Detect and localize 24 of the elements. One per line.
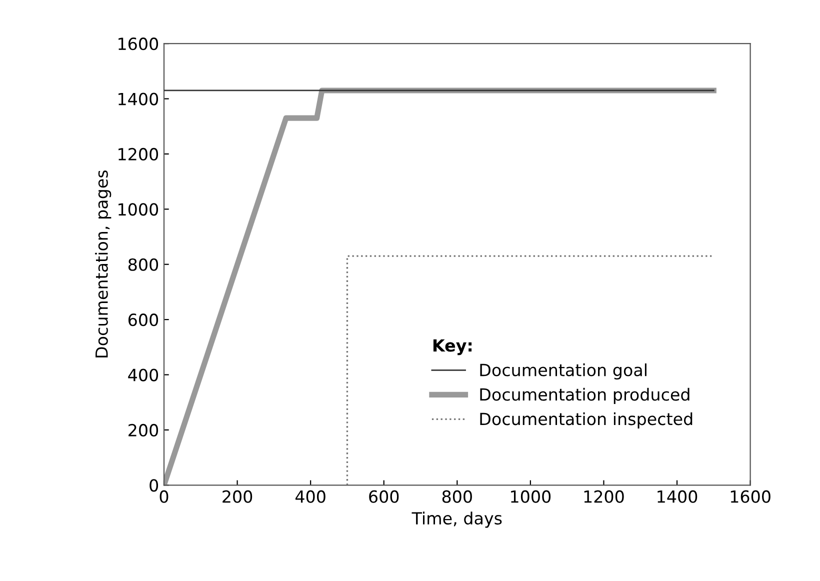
y-axis-title: Documentation, pages (95, 170, 112, 358)
y-tick-label: 600 (128, 314, 158, 326)
y-tick-label: 800 (128, 258, 158, 271)
y-tick-label: 1000 (118, 203, 158, 216)
x-tick-label: 1000 (511, 490, 551, 503)
x-axis-title: Time, days (412, 512, 502, 528)
legend-label: Documentation goal (480, 363, 646, 380)
x-tick-label: 1600 (730, 490, 770, 503)
x-tick-label: 1400 (658, 490, 698, 503)
x-tick-label: 400 (295, 490, 326, 503)
x-tick-label: 200 (222, 490, 252, 503)
y-tick-label: 400 (128, 368, 158, 382)
y-tick-label: 1600 (118, 38, 158, 50)
x-tick-label: 800 (442, 490, 472, 503)
y-tick-label: 200 (128, 424, 158, 437)
legend-title: Key: (433, 339, 472, 356)
legend-label: Documentation inspected (480, 412, 692, 428)
legend-label: Documentation produced (480, 388, 690, 404)
y-tick-label: 1200 (118, 148, 158, 161)
x-tick-label: 0 (160, 490, 168, 503)
y-tick-label: 1400 (118, 92, 158, 106)
x-tick-label: 600 (369, 490, 399, 503)
y-tick-label: 0 (150, 479, 158, 492)
x-tick-label: 1200 (584, 490, 624, 503)
